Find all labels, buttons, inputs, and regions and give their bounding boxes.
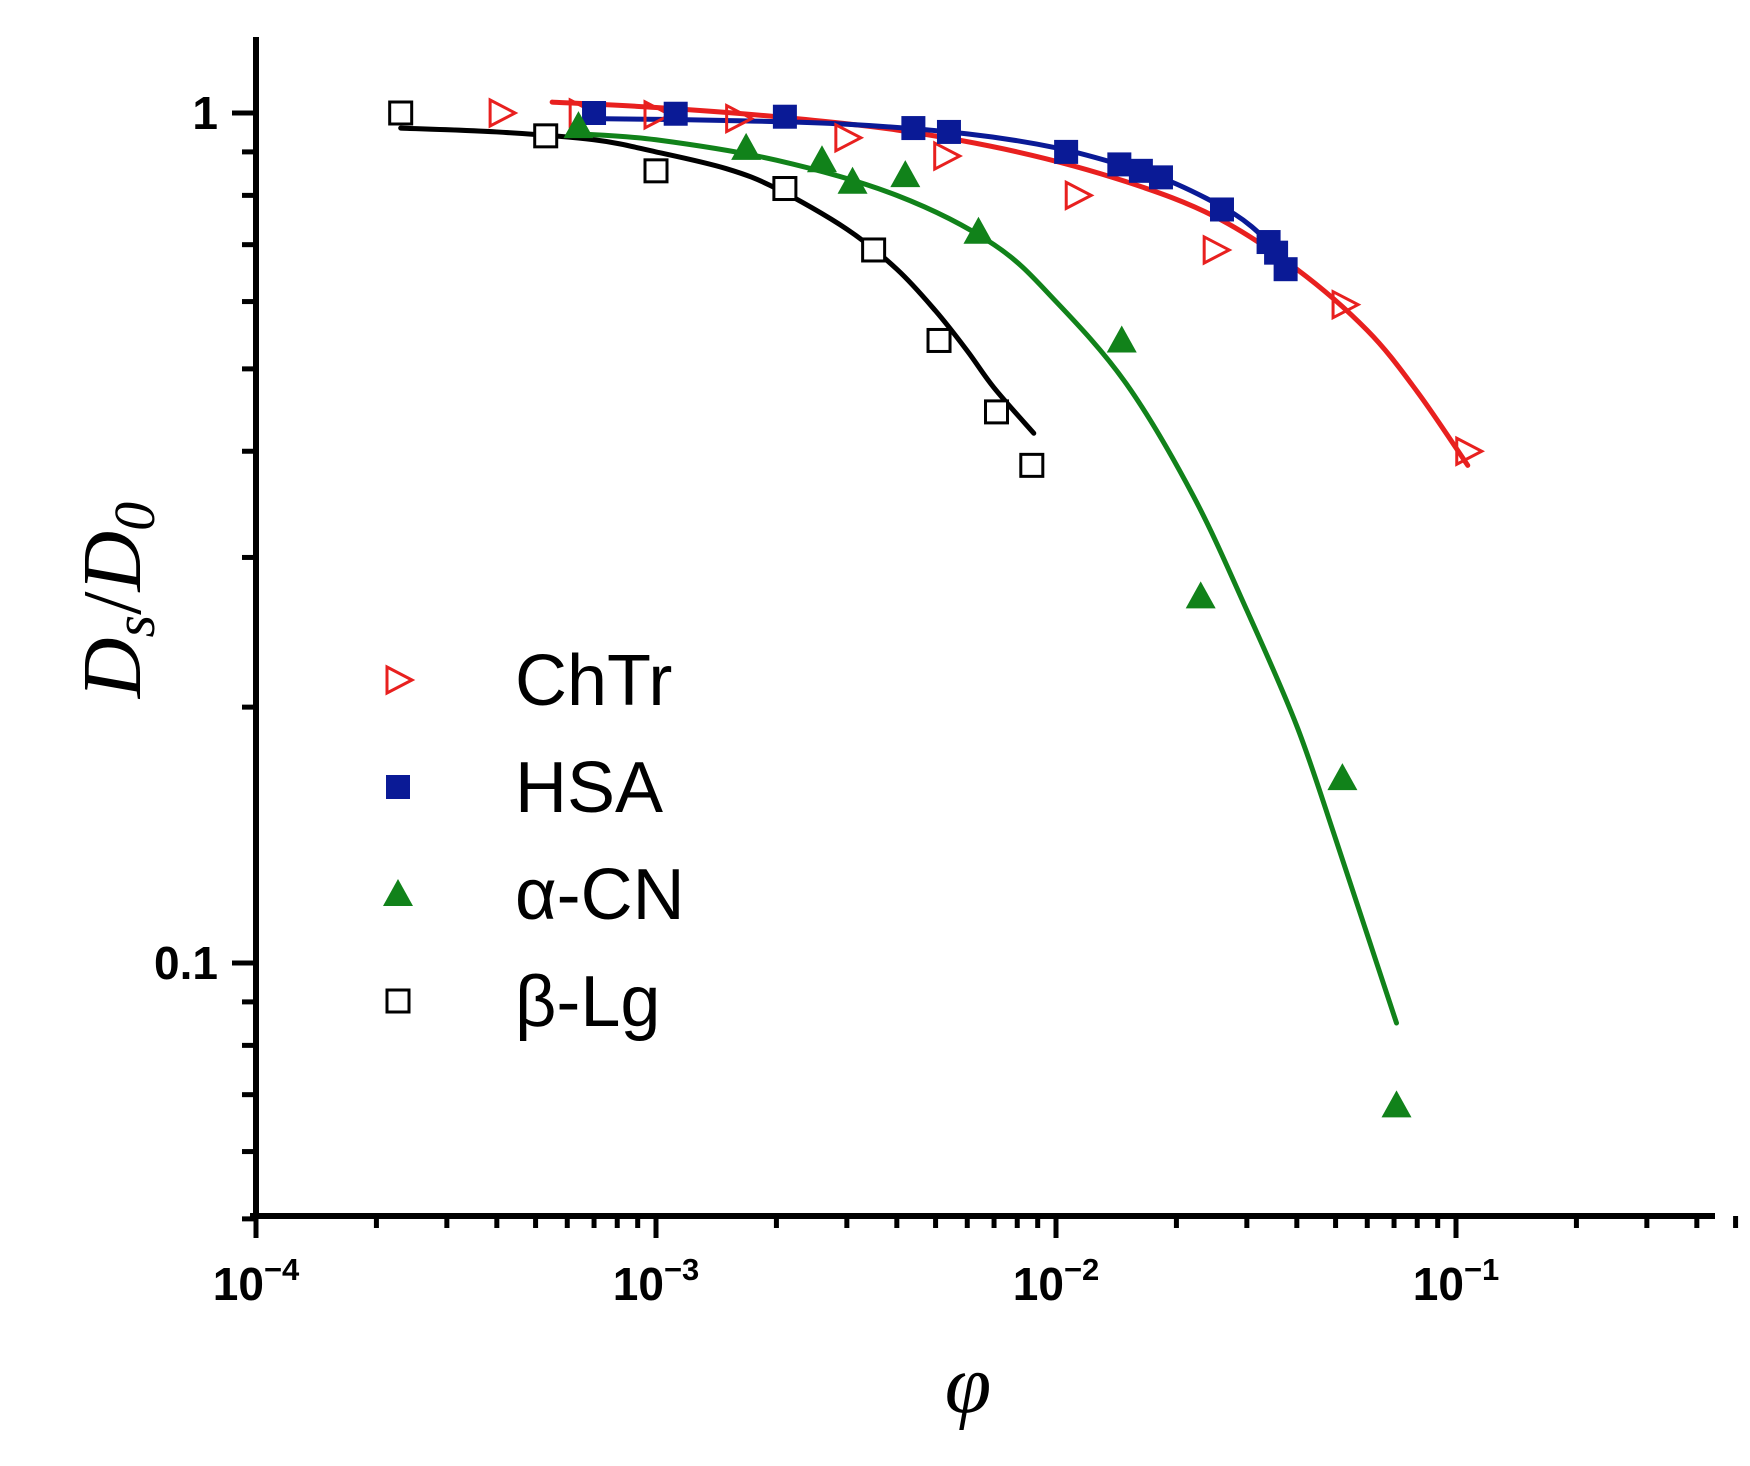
point-α-CN bbox=[563, 111, 594, 139]
y-title-d: D bbox=[66, 637, 159, 699]
point-HSA bbox=[663, 101, 688, 126]
x-axis-title: φ bbox=[945, 1338, 991, 1431]
legend-label: α-CN bbox=[515, 855, 685, 935]
legend-label: β-Lg bbox=[515, 962, 660, 1042]
point-α-CN bbox=[837, 166, 868, 194]
point-HSA bbox=[1209, 197, 1234, 222]
legend-marker-ChTr bbox=[385, 664, 416, 696]
x-tick-base: 10 bbox=[1013, 1258, 1064, 1310]
fit-curve-ChTr bbox=[549, 99, 1471, 468]
point-HSA bbox=[1128, 158, 1153, 183]
point-β-Lg bbox=[1019, 452, 1045, 478]
point-ChTr bbox=[488, 97, 519, 129]
point-HSA bbox=[772, 104, 797, 129]
legend-item-ChTr: ChTr bbox=[385, 641, 672, 721]
point-HSA bbox=[901, 116, 926, 141]
y-axis-title: Ds/D0 bbox=[66, 502, 167, 699]
x-tick-base: 10 bbox=[613, 1258, 664, 1310]
point-ChTr bbox=[1455, 435, 1486, 467]
legend-label: ChTr bbox=[515, 641, 672, 721]
point-β-Lg bbox=[643, 158, 669, 184]
legend-label: HSA bbox=[515, 748, 663, 828]
legend-item-α-CN: α-CN bbox=[383, 855, 685, 935]
point-α-CN bbox=[1185, 581, 1216, 609]
legend-item-β-Lg: β-Lg bbox=[385, 962, 660, 1042]
point-HSA bbox=[1273, 257, 1298, 282]
legend-marker-HSA bbox=[386, 775, 410, 799]
point-ChTr bbox=[643, 99, 674, 131]
x-tick-exponent: −1 bbox=[1464, 1252, 1499, 1287]
fit-curve-α-CN bbox=[575, 131, 1399, 1026]
point-α-CN bbox=[1327, 763, 1358, 791]
y-tick-label: 0.1 bbox=[154, 937, 218, 989]
x-tick-label: 10−2 bbox=[1013, 1252, 1100, 1310]
legend-marker-α-CN bbox=[383, 879, 413, 906]
ticks: 10−4 10−3 10−2 10−110.1 bbox=[154, 87, 1739, 1310]
point-α-CN bbox=[1106, 325, 1137, 353]
legend: ChTr HSA α-CN β-Lg bbox=[383, 641, 685, 1042]
point-HSA bbox=[936, 119, 961, 144]
point-ChTr bbox=[725, 103, 755, 135]
point-β-Lg bbox=[772, 176, 798, 202]
point-β-Lg bbox=[861, 237, 887, 263]
fit-curve-β-Lg bbox=[398, 125, 1037, 436]
x-tick-exponent: −4 bbox=[264, 1252, 300, 1287]
point-β-Lg bbox=[388, 100, 414, 126]
point-α-CN bbox=[890, 160, 921, 188]
point-α-CN bbox=[806, 145, 837, 173]
x-tick-label: 10−1 bbox=[1413, 1252, 1500, 1310]
axes bbox=[250, 37, 1715, 1219]
point-β-Lg bbox=[533, 123, 559, 149]
y-title-d0: D bbox=[66, 531, 159, 593]
point-β-Lg bbox=[984, 399, 1010, 425]
point-HSA bbox=[1054, 139, 1079, 164]
point-ChTr bbox=[834, 122, 865, 154]
y-title-sub-0: 0 bbox=[102, 502, 167, 531]
data-points bbox=[388, 97, 1486, 1118]
point-HSA bbox=[1107, 152, 1132, 177]
x-tick-base: 10 bbox=[1413, 1258, 1464, 1310]
point-HSA bbox=[1148, 165, 1173, 190]
point-ChTr bbox=[1202, 234, 1233, 266]
point-α-CN bbox=[963, 216, 994, 244]
x-tick-label: 10−4 bbox=[213, 1252, 300, 1310]
point-α-CN bbox=[731, 132, 762, 160]
point-α-CN bbox=[1381, 1090, 1412, 1118]
x-tick-label: 10−3 bbox=[613, 1252, 700, 1310]
y-tick-label: 1 bbox=[192, 87, 218, 139]
point-β-Lg bbox=[926, 327, 952, 353]
legend-item-HSA: HSA bbox=[386, 748, 663, 828]
y-title-slash: / bbox=[66, 591, 159, 615]
point-ChTr bbox=[933, 140, 963, 172]
x-tick-exponent: −3 bbox=[664, 1252, 699, 1287]
point-HSA bbox=[582, 101, 607, 125]
x-tick-base: 10 bbox=[213, 1258, 264, 1310]
point-ChTr bbox=[1064, 179, 1095, 211]
x-tick-exponent: −2 bbox=[1064, 1252, 1099, 1287]
point-ChTr bbox=[1331, 289, 1362, 321]
y-title-sub-s: s bbox=[102, 615, 167, 638]
legend-marker-β-Lg bbox=[385, 988, 411, 1014]
